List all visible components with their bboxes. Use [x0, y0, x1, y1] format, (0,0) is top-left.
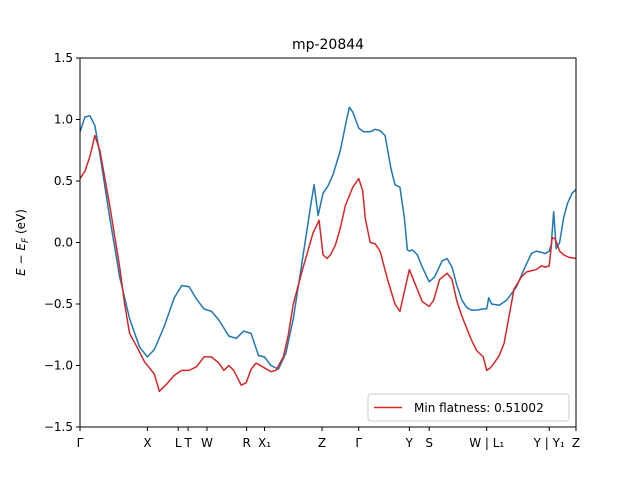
y-tick-label: 1.0	[54, 113, 73, 127]
series-line-2	[79, 134, 577, 393]
chart-title: mp-20844	[292, 37, 364, 53]
x-tick-label: Z	[318, 436, 326, 450]
x-tick-label: Γ	[355, 436, 362, 450]
legend-entry: Min flatness: 0.51002	[414, 401, 544, 415]
y-axis-label: E − EF (eV)	[14, 209, 31, 276]
legend: Min flatness: 0.51002	[367, 393, 570, 422]
x-tick-label: W | L₁	[469, 436, 504, 450]
y-tick-label: 1.5	[54, 51, 73, 65]
x-tick-label: X	[143, 436, 151, 450]
x-tick-label: L	[175, 436, 182, 450]
y-tick-label: −0.5	[44, 297, 73, 311]
x-tick-label: Y	[405, 436, 414, 450]
legend-box	[367, 393, 570, 422]
x-tick-label: T	[183, 436, 192, 450]
y-tick-label: −1.5	[44, 420, 73, 434]
x-axis: Γ X L T W R X₁ Z Γ Y S W | L₁ Y | Y₁ Z	[77, 427, 580, 450]
x-tick-label: X₁	[258, 436, 271, 450]
x-tick-label: W	[201, 436, 213, 450]
x-tick-label: Z	[572, 436, 580, 450]
x-tick-label: Y | Y₁	[533, 436, 565, 450]
y-tick-label: 0.0	[54, 236, 73, 250]
x-tick-label: R	[242, 436, 250, 450]
x-tick-label: Γ	[77, 436, 84, 450]
plot-lines	[79, 106, 577, 393]
y-tick-label: 0.5	[54, 174, 73, 188]
x-tick-label: S	[425, 436, 433, 450]
y-axis: 1.5 1.0 0.5 0.0 −0.5 −1.0 −1.5	[44, 51, 80, 434]
y-tick-label: −1.0	[44, 359, 73, 373]
